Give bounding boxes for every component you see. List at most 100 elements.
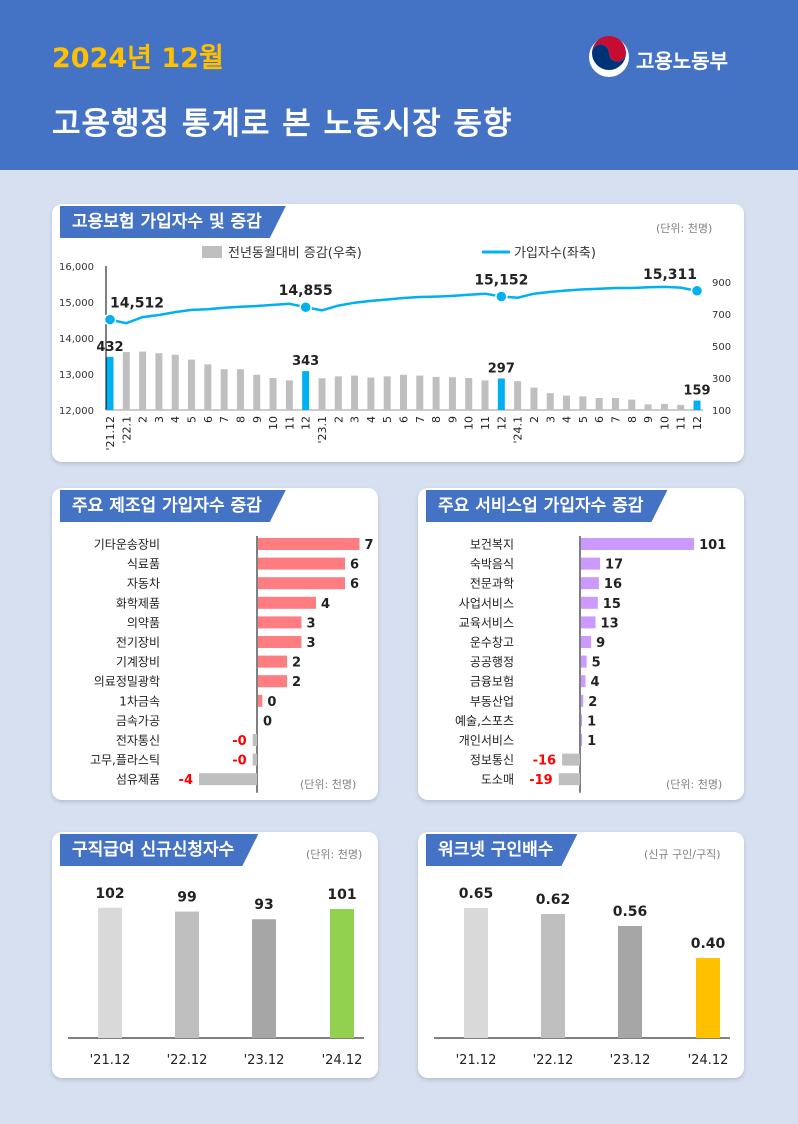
line-point	[103, 313, 117, 326]
right-tick-label: 700	[712, 310, 731, 321]
category-label: 자동차	[127, 577, 160, 591]
bar	[285, 380, 293, 410]
ministry-logo: 고용노동부	[588, 36, 738, 78]
x-tick-label: 12	[300, 416, 313, 430]
category-label: 식료품	[127, 557, 160, 571]
category-label: 전자통신	[116, 734, 160, 748]
bar-value-label: 2	[588, 695, 597, 710]
x-tick-label: 4	[365, 416, 378, 423]
ministry-name: 고용노동부	[636, 49, 728, 73]
bar-value-label: -0	[232, 754, 246, 769]
category-label: 화학제품	[116, 596, 160, 610]
bar	[258, 636, 302, 648]
category-label: 금융보험	[470, 675, 514, 689]
x-tick-label: 6	[398, 416, 411, 423]
report-date: 2024년 12월	[52, 43, 224, 74]
bar	[562, 753, 580, 766]
bar	[252, 734, 257, 746]
bar-value-label: 4	[321, 597, 330, 612]
bar-value-label: 7	[365, 538, 374, 553]
category-label: 기타운송장비	[94, 538, 160, 552]
bar	[563, 395, 571, 410]
bar-value-label: 3	[307, 636, 316, 651]
bar	[106, 356, 114, 410]
bar-value-label: 9	[596, 636, 605, 651]
right-tick-label: 500	[712, 342, 731, 353]
category-label: 전기장비	[116, 636, 160, 650]
bar	[497, 378, 505, 410]
bar-value-label: 2	[292, 675, 301, 690]
x-tick-label: '21.12	[456, 1053, 497, 1068]
worknet-title: 워크넷 구인배수	[426, 834, 577, 866]
x-tick-label: '23.1	[316, 416, 329, 444]
bar	[199, 773, 257, 786]
bar	[330, 909, 354, 1038]
x-tick-label: 12	[495, 416, 508, 430]
x-tick-label: 7	[609, 416, 622, 423]
bar	[155, 353, 163, 410]
bar	[448, 377, 456, 410]
category-label: 1차금속	[119, 694, 160, 708]
bar	[400, 374, 407, 410]
bar	[204, 364, 212, 410]
bar-value-label: 0	[267, 695, 276, 710]
report-title: 고용행정 통계로 본 노동시장 동향	[52, 106, 513, 142]
subscriber-line	[109, 285, 698, 325]
taegeuk-emblem-icon	[589, 36, 629, 77]
x-tick-label: 10	[463, 416, 476, 430]
x-tick-label: '24.12	[688, 1053, 729, 1068]
bar-value-label: -0	[232, 734, 246, 749]
x-tick-label: 9	[446, 416, 459, 423]
x-tick-label: '24.1	[512, 416, 525, 444]
insurance-title: 고용보험 가입자수 및 증감	[60, 206, 286, 238]
bar	[579, 396, 587, 410]
x-tick-label: 9	[642, 416, 655, 423]
line-point	[299, 300, 312, 314]
bar-value-label: 159	[683, 384, 710, 399]
line-value-label: 14,855	[279, 283, 333, 299]
bar	[618, 926, 642, 1038]
bar	[546, 393, 554, 410]
bar	[581, 636, 592, 648]
bar	[693, 400, 701, 410]
insurance-panel: 고용보험 가입자수 및 증감 (단위: 천명) 전년동월대비 증감(우축) 가입자…	[52, 204, 744, 462]
x-tick-label: 2	[137, 416, 150, 423]
line-point	[690, 284, 704, 298]
bar	[595, 398, 603, 410]
bar	[644, 404, 652, 410]
services-title: 주요 서비스업 가입자수 증감	[426, 490, 667, 522]
claims-unit: (단위: 천명)	[306, 848, 363, 861]
x-tick-label: 4	[169, 416, 182, 423]
bar-value-label: 1	[587, 714, 596, 729]
bar-value-label: 0	[263, 714, 272, 729]
bar	[611, 398, 619, 410]
worknet-unit: (신규 구인/구직)	[644, 848, 721, 861]
bar	[351, 375, 359, 410]
bar-value-label: 0.40	[691, 936, 726, 952]
bar-value-label: 102	[95, 886, 124, 902]
worknet-panel: 워크넷 구인배수 (신규 구인/구직) 0.65 '21.12 0.62 '22.12…	[418, 832, 744, 1078]
bar	[383, 376, 391, 410]
bar	[220, 369, 228, 410]
bar	[432, 376, 440, 410]
x-tick-label: 11	[675, 416, 688, 430]
x-tick-label: '22.12	[167, 1053, 208, 1068]
category-label: 섬유제품	[116, 773, 160, 787]
bar	[334, 376, 342, 410]
x-tick-label: '21.12	[90, 1053, 131, 1068]
category-label: 교육서비스	[459, 616, 514, 630]
worknet-chart: 0.65 '21.12 0.62 '22.12 0.56 '23.12 0.40 '24.12	[434, 886, 730, 1068]
claims-title: 구직급여 신규신청자수	[60, 834, 258, 866]
bar	[581, 714, 583, 727]
x-tick-label: 8	[626, 416, 639, 423]
x-tick-label: 10	[267, 416, 280, 430]
category-label: 숙박음식	[470, 557, 514, 571]
bar	[258, 596, 316, 609]
bar	[258, 577, 345, 590]
x-tick-label: 7	[218, 416, 231, 423]
bar	[236, 369, 244, 410]
legend-line-label: 가입자수(좌축)	[514, 246, 596, 261]
x-tick-label: '24.12	[322, 1053, 363, 1068]
bar	[252, 753, 257, 766]
manufacturing-title: 주요 제조업 가입자수 증감	[60, 490, 286, 522]
